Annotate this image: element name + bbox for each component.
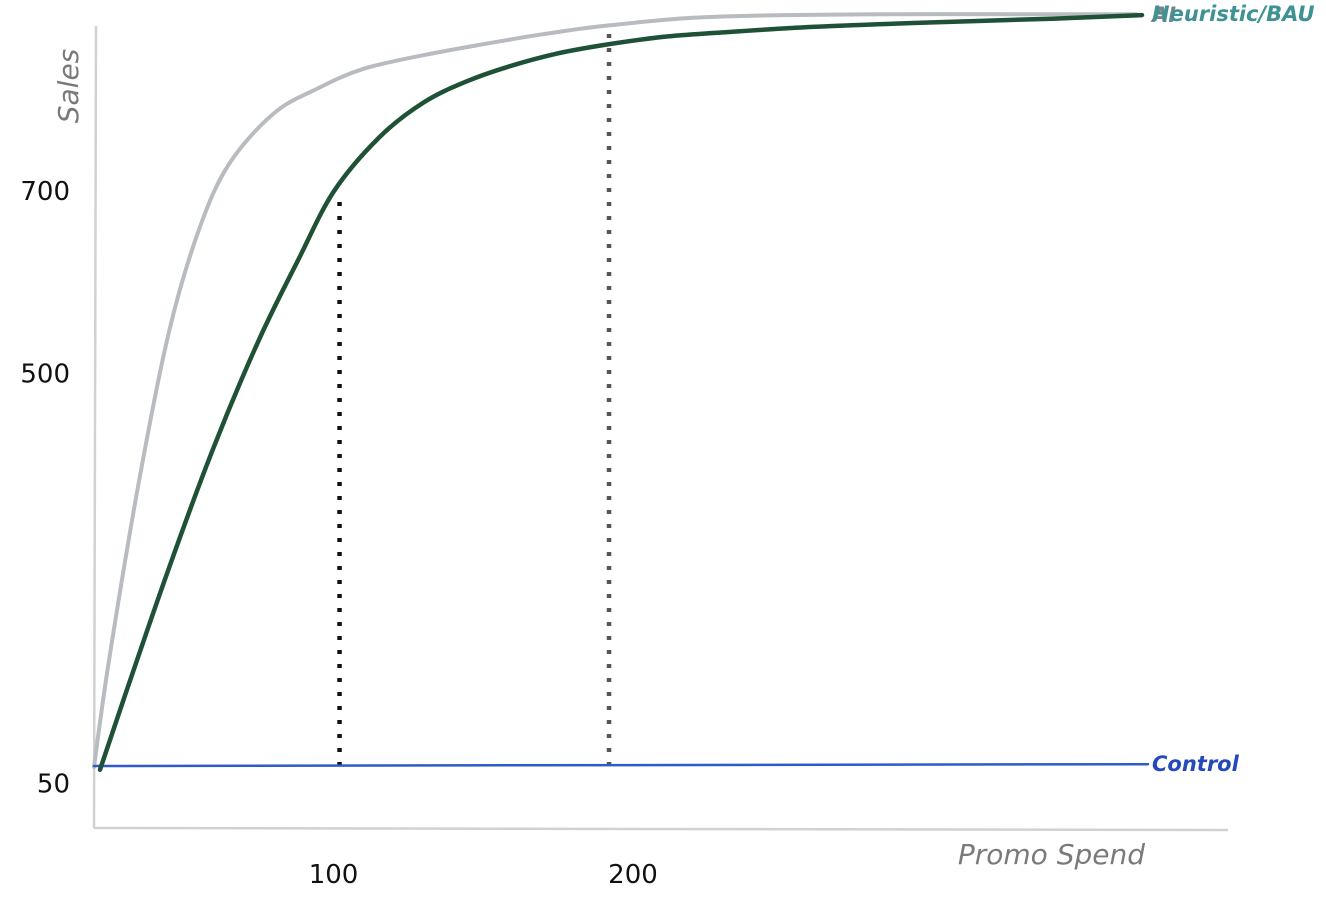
axes	[92, 25, 1229, 832]
x-axis-line	[93, 826, 1229, 832]
reference-lines	[337, 29, 612, 767]
series-label-heuristic-bau: Heuristic/BAU	[1152, 2, 1315, 26]
y-axis-title: Sales	[52, 49, 85, 124]
series-label-control: Control	[1152, 752, 1240, 776]
x-tick-label: 100	[309, 860, 359, 890]
y-tick-label: 50	[37, 769, 70, 799]
series-line-control	[92, 762, 1150, 768]
series-line-ai	[97, 12, 1145, 772]
series-label-ai: AI	[1150, 3, 1176, 27]
series-line-heuristic-bau	[92, 12, 1138, 769]
y-axis-line	[92, 25, 98, 829]
y-tick-label: 500	[20, 359, 70, 389]
y-tick-label: 700	[20, 177, 70, 207]
x-axis-title: Promo Spend	[958, 838, 1145, 871]
x-tick-label: 200	[608, 860, 658, 890]
tick-labels: 100 200 50 500 700	[20, 177, 657, 890]
series-lines	[92, 12, 1150, 772]
